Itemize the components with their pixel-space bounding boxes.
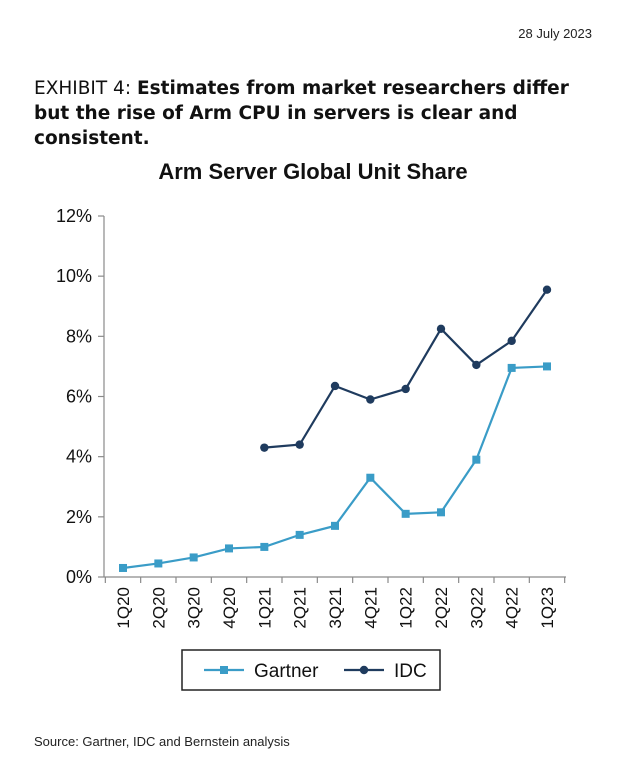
x-tick-label: 3Q20: [185, 587, 204, 629]
y-tick-label: 6%: [66, 387, 92, 407]
x-tick-label: 1Q20: [114, 587, 133, 629]
gartner-data-point: [366, 473, 375, 482]
gartner-data-point: [260, 542, 269, 551]
gartner-legend-marker: [220, 666, 228, 674]
gartner-data-point: [225, 544, 233, 553]
source-note: Source: Gartner, IDC and Bernstein analy…: [34, 734, 290, 749]
gartner-data-point: [507, 363, 516, 372]
x-tick-label: 2Q21: [291, 587, 310, 629]
gartner-data-point: [189, 553, 198, 562]
x-tick-label: 4Q22: [503, 587, 522, 629]
idc-series-line: [264, 289, 548, 449]
report-date: 28 July 2023: [518, 26, 592, 41]
idc-data-point: [260, 443, 269, 452]
idc-data-point: [436, 324, 446, 334]
y-tick-label: 4%: [66, 447, 92, 467]
idc-data-point: [472, 360, 481, 370]
x-tick-label: 1Q21: [255, 587, 274, 629]
x-tick-label: 1Q23: [538, 587, 557, 629]
y-tick-label: 12%: [56, 206, 92, 226]
chart-title: Arm Server Global Unit Share: [158, 159, 467, 184]
gartner-data-point: [437, 508, 445, 517]
gartner-data-point: [119, 563, 127, 572]
idc-data-point: [366, 395, 375, 404]
idc-legend-marker: [359, 665, 369, 675]
x-tick-label: 3Q22: [467, 587, 486, 629]
idc-data-point: [401, 384, 410, 394]
y-tick-label: 0%: [66, 567, 92, 587]
gartner-data-point: [401, 509, 410, 518]
idc-data-point: [507, 336, 516, 346]
exhibit-label: EXHIBIT 4:: [34, 78, 132, 99]
x-tick-label: 2Q20: [149, 587, 168, 629]
idc-data-point: [542, 285, 552, 294]
x-tick-label: 3Q21: [326, 587, 345, 629]
idc-legend-label: IDC: [394, 661, 427, 682]
gartner-series-line: [122, 365, 548, 570]
gartner-data-point: [295, 530, 304, 539]
y-tick-label: 8%: [66, 326, 92, 346]
y-tick-label: 10%: [56, 266, 92, 286]
x-tick-label: 1Q22: [397, 587, 416, 629]
gartner-data-point: [331, 521, 339, 530]
x-tick-label: 4Q21: [361, 587, 380, 629]
gartner-legend-label: Gartner: [254, 661, 319, 682]
y-tick-label: 2%: [66, 507, 92, 527]
idc-data-point: [295, 440, 304, 449]
exhibit-heading: EXHIBIT 4: Estimates from market researc…: [34, 76, 604, 151]
gartner-data-point: [543, 362, 551, 371]
idc-data-point: [330, 381, 340, 391]
gartner-data-point: [472, 455, 481, 464]
exhibit-headline: Estimates from market researchers differ…: [34, 78, 569, 149]
gartner-data-point: [154, 559, 163, 568]
x-tick-label: 2Q22: [432, 587, 451, 629]
x-tick-label: 4Q20: [220, 587, 239, 629]
